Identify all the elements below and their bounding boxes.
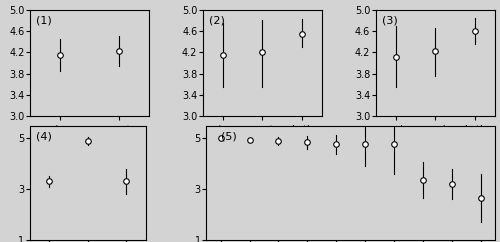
Text: (1): (1): [36, 15, 52, 25]
Text: (3): (3): [382, 15, 398, 25]
Text: (2): (2): [209, 15, 224, 25]
Text: (4): (4): [36, 132, 52, 142]
Text: (5): (5): [220, 132, 236, 142]
